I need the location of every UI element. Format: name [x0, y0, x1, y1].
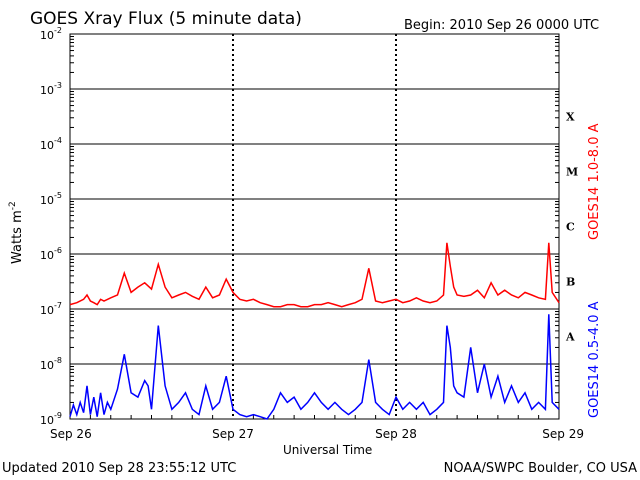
y-tick-label: 10-2: [40, 26, 62, 42]
x-tick-label: Sep 29: [542, 427, 584, 441]
flare-class-label: M: [566, 166, 578, 179]
y-tick-label: 10-9: [40, 411, 62, 427]
chart-title: GOES Xray Flux (5 minute data): [30, 9, 302, 29]
svg-text:Watts m-2: Watts m-2: [8, 201, 25, 264]
legend-short-channel: GOES14 0.5-4.0 A: [587, 301, 602, 418]
x-axis-label: Universal Time: [283, 443, 372, 457]
flare-class-labels: X M C B A: [565, 111, 578, 344]
begin-label: Begin: 2010 Sep 26 0000 UTC: [404, 18, 599, 33]
x-tick-label: Sep 26: [50, 427, 92, 441]
grid-lines: [70, 34, 559, 419]
plot-frame: [69, 33, 560, 420]
x-axis-ticks: Sep 26 Sep 27 Sep 28 Sep 29: [50, 415, 584, 441]
y-axis-label-text: Watts m: [10, 210, 25, 264]
y-axis-label: Watts m-2: [8, 201, 25, 264]
y-tick-label: 10-3: [40, 81, 62, 97]
legend-series-2: GOES14 0.5-4.0 A: [587, 301, 602, 418]
y-tick-label: 10-8: [40, 356, 62, 372]
flare-class-label: A: [565, 331, 575, 344]
y-axis-label-exponent: -2: [8, 201, 18, 210]
series-line-2: [69, 314, 560, 420]
x-tick-label: Sep 27: [212, 427, 254, 441]
y-tick-label: 10-4: [40, 136, 62, 152]
legend-series-1: GOES14 1.0-8.0 A: [587, 123, 602, 240]
y-axis-ticks: 10-9 10-8 10-7 10-6 10-5 10-4 10-3 10-2: [40, 26, 559, 427]
x-tick-label: Sep 28: [375, 427, 417, 441]
legend-long-channel: GOES14 1.0-8.0 A: [587, 123, 602, 240]
series-lines: [69, 242, 560, 420]
y-tick-label: 10-5: [40, 191, 62, 207]
source-credit: NOAA/SWPC Boulder, CO USA: [444, 461, 637, 476]
flare-class-label: B: [566, 276, 575, 289]
flare-class-label: X: [566, 111, 575, 124]
y-tick-label: 10-7: [40, 301, 62, 317]
flare-class-label: C: [566, 221, 575, 234]
series-line-1: [69, 242, 560, 308]
updated-timestamp: Updated 2010 Sep 28 23:55:12 UTC: [2, 461, 236, 476]
y-tick-label: 10-6: [40, 246, 62, 262]
